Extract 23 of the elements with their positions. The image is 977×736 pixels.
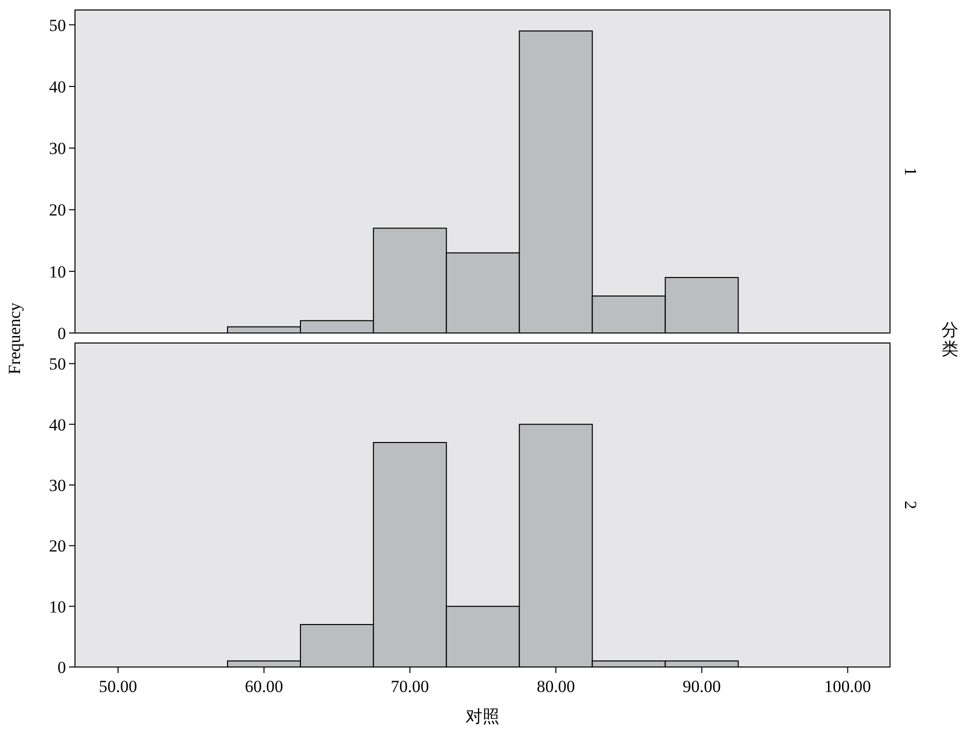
x-tick-label: 80.00 — [536, 677, 575, 696]
y-tick-label: 0 — [58, 658, 66, 677]
y-tick-label: 10 — [49, 597, 66, 616]
y-tick-label: 50 — [49, 354, 66, 374]
x-tick-label: 100.00 — [824, 677, 872, 696]
y-tick-label: 0 — [58, 324, 66, 343]
y-tick-label: 10 — [49, 262, 66, 282]
y-tick-label: 30 — [49, 476, 66, 495]
text: 1 — [901, 167, 920, 176]
y-tick-label: 20 — [49, 200, 66, 220]
y-tick-label: 50 — [49, 16, 66, 35]
y-tick-label: 40 — [49, 415, 66, 434]
y-tick-label: 40 — [49, 77, 66, 96]
y-axis-title: Frequency — [5, 302, 24, 374]
x-tick-label: 50.00 — [98, 677, 138, 696]
y-tick-label: 30 — [49, 139, 66, 158]
x-tick-label: 90.00 — [682, 677, 721, 696]
y2-axis-title: 分类 — [942, 320, 958, 358]
y-tick-label: 20 — [49, 536, 66, 556]
x-axis-title: 对照 — [466, 707, 500, 726]
x-tick-label: 60.00 — [244, 677, 284, 696]
x-tick-label: 70.00 — [390, 677, 430, 696]
text: 2 — [901, 500, 920, 510]
